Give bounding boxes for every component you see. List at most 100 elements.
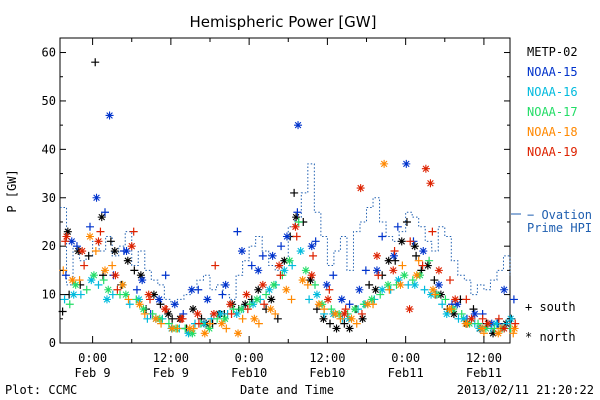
- south-point: [271, 309, 280, 318]
- south-point: [258, 251, 267, 260]
- south-point: [84, 251, 93, 260]
- north-point: [185, 324, 194, 333]
- north-point: [280, 266, 289, 275]
- north-point: [111, 271, 120, 280]
- south-point: [273, 314, 282, 323]
- south-point: [194, 319, 203, 328]
- north-point: [307, 271, 316, 280]
- south-point: [294, 217, 303, 226]
- south-point: [218, 290, 227, 299]
- south-point: [86, 222, 94, 231]
- north-point: [419, 247, 428, 256]
- south-point: [374, 271, 383, 280]
- north-point: [221, 280, 230, 289]
- south-point: [462, 295, 471, 304]
- north-point: [400, 271, 409, 280]
- north-point: [367, 295, 376, 304]
- south-point: [227, 309, 236, 318]
- north-point: [396, 280, 405, 289]
- south-point: [412, 251, 421, 260]
- y-tick-label: 40: [42, 142, 56, 156]
- north-point: [149, 290, 158, 299]
- north-point: [89, 271, 98, 280]
- south-point: [329, 271, 338, 280]
- south-point: [106, 237, 115, 246]
- south-point: [393, 222, 402, 231]
- south-point: [457, 309, 466, 318]
- south-point: [474, 319, 483, 328]
- x-tick-date: Feb11: [388, 366, 424, 380]
- south-point: [156, 300, 165, 309]
- x-tick-time: 12:00: [309, 351, 345, 365]
- north-point: [378, 285, 387, 294]
- north-point: [410, 242, 419, 251]
- north-point: [389, 266, 398, 275]
- north-point: [384, 256, 393, 265]
- north-point: [282, 285, 291, 294]
- ovation-line: [60, 163, 511, 305]
- north-point: [135, 300, 144, 309]
- north-point: [423, 261, 432, 270]
- north-point: [331, 309, 340, 318]
- ovation-series: [60, 163, 511, 305]
- north-point: [397, 237, 406, 246]
- north-point: [118, 280, 127, 289]
- north-point: [449, 309, 458, 318]
- south-point: [406, 237, 415, 246]
- y-tick-label: 10: [42, 288, 56, 302]
- plot-credit: Plot: CCMC: [5, 383, 77, 397]
- north-point: [405, 305, 414, 314]
- y-axis-label: P [GW]: [5, 169, 19, 212]
- north-point: [187, 285, 196, 294]
- legend-entry: NOAA-16: [527, 85, 578, 99]
- north-point: [110, 247, 119, 256]
- north-point: [155, 295, 164, 304]
- north-point: [410, 280, 419, 289]
- north-point: [372, 266, 381, 275]
- north-point: [139, 305, 148, 314]
- south-point: [80, 261, 89, 270]
- north-point: [307, 242, 316, 251]
- north-point: [494, 329, 503, 338]
- north-point: [282, 232, 291, 241]
- x-tick-date: Feb10: [309, 366, 345, 380]
- south-point: [420, 285, 429, 294]
- north-point: [69, 290, 78, 299]
- north-point: [426, 179, 435, 188]
- north-point: [177, 314, 186, 323]
- x-tick-date: Feb 9: [75, 366, 111, 380]
- south-point: [243, 305, 252, 314]
- north-point: [470, 309, 479, 318]
- north-point: [101, 266, 109, 275]
- south-point: [99, 276, 108, 285]
- north-point: [241, 300, 250, 309]
- satellite-points: [58, 58, 520, 338]
- north-point: [389, 251, 398, 260]
- north-point: [151, 314, 160, 323]
- south-point: [428, 227, 437, 236]
- south-point: [125, 300, 134, 309]
- legend-entry: NOAA-18: [527, 125, 578, 139]
- south-point: [277, 242, 286, 251]
- north-point: [237, 305, 246, 314]
- chart-title: Hemispheric Power [GW]: [190, 13, 377, 31]
- south-point: [509, 295, 518, 304]
- south-point: [509, 329, 518, 338]
- north-point: [402, 159, 411, 168]
- north-point: [453, 300, 462, 309]
- legend: METP-02 NOAA-15 NOAA-16 NOAA-17 NOAA-18 NOAA-…: [511, 45, 592, 344]
- north-point: [384, 280, 393, 289]
- north-point: [340, 309, 349, 318]
- north-point: [232, 309, 241, 318]
- south-point: [390, 247, 399, 256]
- south-point: [414, 256, 423, 265]
- north-point: [292, 213, 301, 222]
- south-point: [132, 285, 141, 294]
- north-point: [268, 251, 277, 260]
- south-point: [262, 290, 271, 299]
- south-point: [91, 247, 100, 256]
- north-point: [127, 242, 136, 251]
- legend-ovation-line2: Prime HPI: [527, 221, 592, 235]
- south-point: [61, 271, 70, 280]
